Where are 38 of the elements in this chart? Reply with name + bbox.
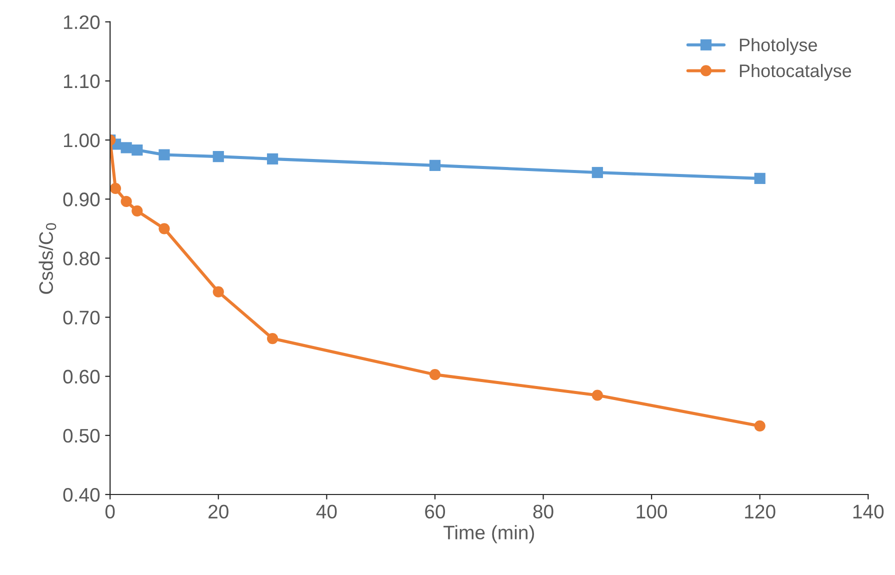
point [158, 149, 170, 160]
y-tick-label: 0.70 [63, 310, 100, 324]
x-tick-label: 40 [316, 504, 337, 519]
point [429, 160, 441, 171]
y-tick-label: 0.50 [63, 428, 100, 443]
y-tick-label: 1.10 [64, 74, 100, 88]
x-axis-title: Time (min) [443, 525, 534, 544]
y-tick-label: 1.00 [64, 133, 100, 148]
legend-label: Photolyse [740, 38, 817, 55]
x-tick-label: 20 [208, 504, 228, 519]
point [592, 390, 603, 401]
point [754, 172, 766, 184]
y-axis-title: Csds/C$_{0}$ [38, 223, 56, 294]
x-tick-label: 100 [636, 504, 668, 519]
y-tick-label: 0.80 [63, 252, 100, 266]
point [132, 205, 143, 216]
y-tick-label: 0.40 [63, 488, 100, 502]
point [120, 196, 132, 208]
y-tick-label: 0.90 [63, 192, 100, 206]
point [266, 332, 278, 344]
point [158, 223, 170, 234]
y-tick-label: 0.60 [63, 370, 100, 384]
x-tick-label: 80 [533, 504, 554, 519]
point [132, 144, 143, 156]
x-tick-label: 60 [425, 504, 446, 519]
legend-label: Photocatalyse [740, 64, 852, 81]
point [754, 420, 766, 432]
y-tick-label: 1.20 [64, 15, 100, 30]
x-tick-label: 140 [853, 504, 884, 519]
point [110, 182, 122, 194]
point [212, 286, 224, 298]
x-tick-label: 0 [105, 504, 115, 519]
point [429, 369, 441, 380]
x-tick-label: 120 [745, 504, 776, 519]
point [120, 142, 132, 154]
point [212, 151, 224, 162]
point [266, 153, 278, 164]
point [592, 166, 603, 178]
